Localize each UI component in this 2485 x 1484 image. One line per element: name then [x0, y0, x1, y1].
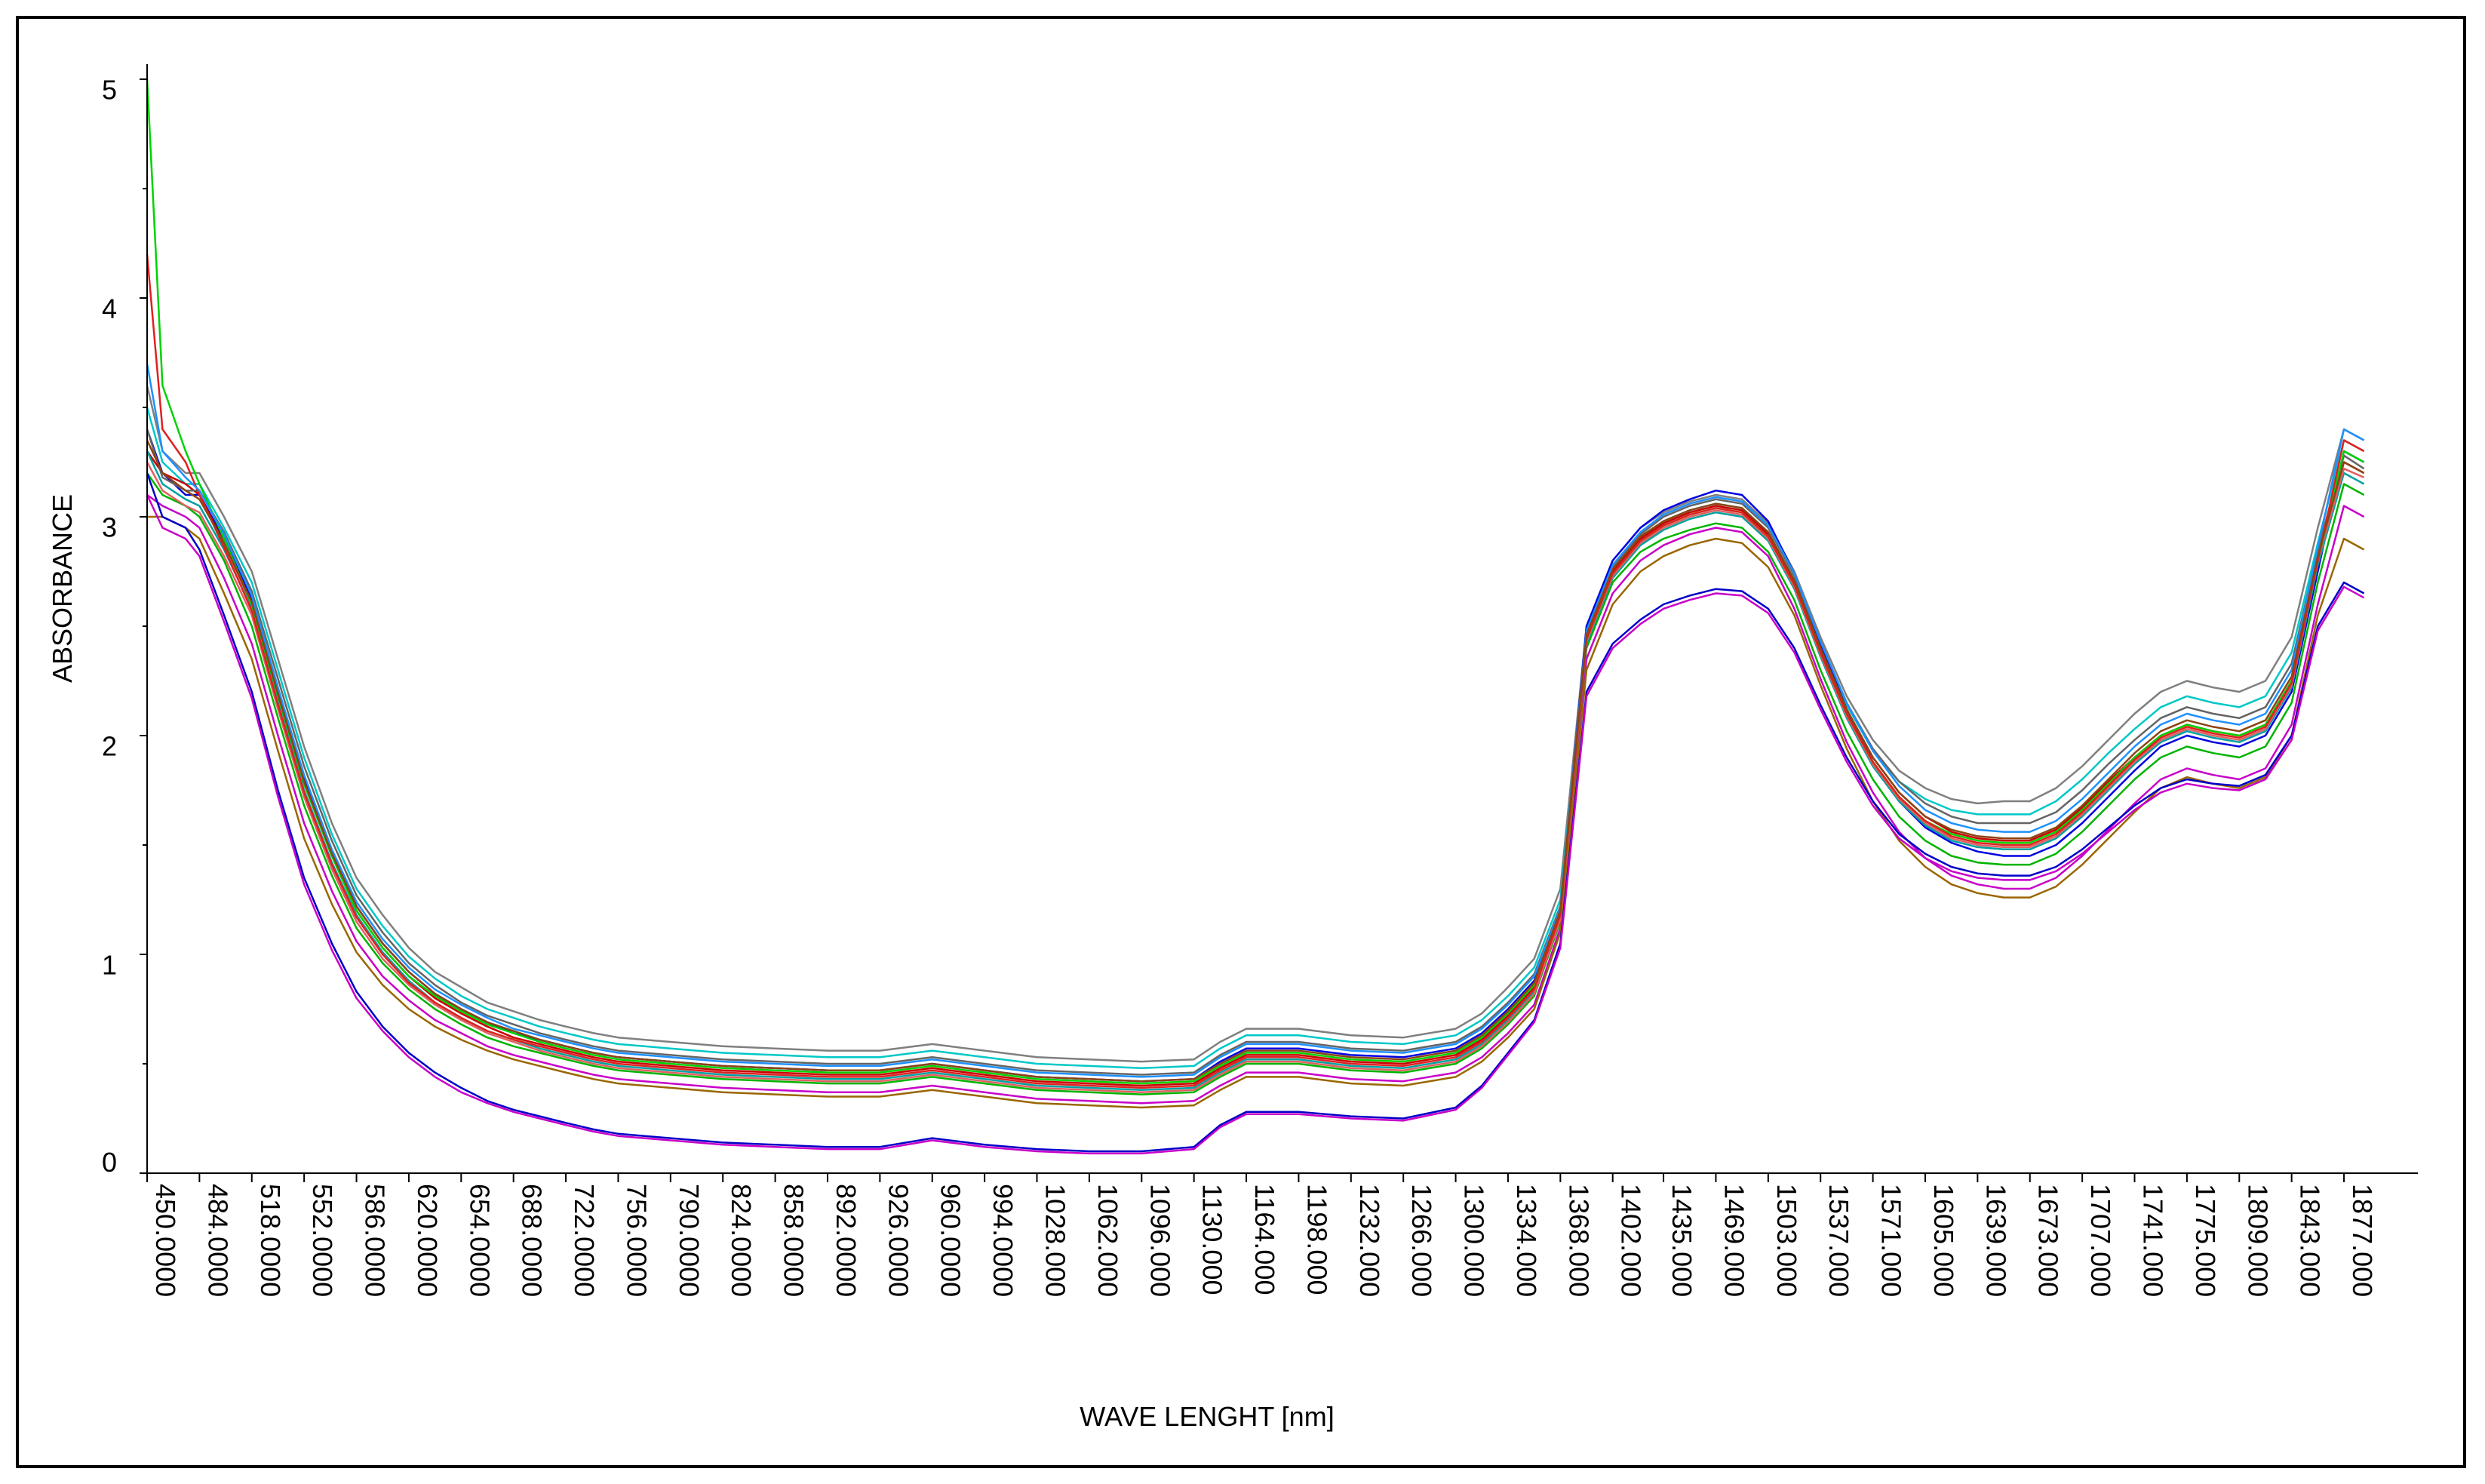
x-tick-label: 1673.000 [2033, 1184, 2064, 1297]
x-tick-label: 518.0000 [255, 1184, 286, 1297]
x-tick-label: 1503.000 [1771, 1184, 1802, 1297]
y-ticks: 0 1 2 3 4 5 [102, 74, 147, 1178]
x-tick-label: 688.0000 [517, 1184, 548, 1297]
x-tick-label: 1469.000 [1719, 1184, 1749, 1297]
y-tick-label: 5 [102, 74, 117, 105]
series-lines [146, 78, 2365, 1155]
x-tick-label: 1402.000 [1616, 1184, 1647, 1297]
x-tick-label: 1571.000 [1876, 1184, 1907, 1297]
chart-frame: 0 1 2 3 4 5 450.0000 484.0000 518.0000 552.0000 5… [16, 16, 2466, 1468]
series-line [146, 407, 2365, 1070]
x-tick-label: 1707.000 [2085, 1184, 2116, 1297]
series-line [146, 439, 2365, 1083]
x-tick-label: 1605.000 [1928, 1184, 1959, 1297]
series-line [146, 363, 2365, 1078]
series-line [146, 493, 2365, 1105]
x-tick-label: 1164.000 [1249, 1184, 1280, 1295]
x-tick-label: 620.0000 [412, 1184, 443, 1297]
y-tick-label: 2 [102, 730, 117, 761]
x-tick-label: 450.0000 [150, 1184, 181, 1297]
x-tick-label: 1028.000 [1040, 1184, 1071, 1297]
y-tick-label: 1 [102, 949, 117, 980]
series-line [146, 472, 2365, 1153]
series-line [146, 429, 2365, 1076]
x-tick-label: 960.0000 [935, 1184, 966, 1297]
x-tick-label: 1198.000 [1301, 1184, 1332, 1295]
x-tick-label: 994.0000 [988, 1184, 1018, 1297]
x-axis-title: WAVE LENGHT [nm] [1080, 1401, 1334, 1432]
x-tick-label: 1368.000 [1563, 1184, 1594, 1297]
series-line [146, 78, 2365, 1085]
axes [146, 64, 2418, 1174]
x-tick-label: 1843.000 [2295, 1184, 2326, 1297]
x-tick-label: 892.0000 [831, 1184, 862, 1297]
x-tick-label: 1266.000 [1406, 1184, 1437, 1297]
series-line [146, 494, 2365, 1155]
x-tick-label: 1639.000 [1980, 1184, 2011, 1297]
x-tick-label: 1537.000 [1823, 1184, 1854, 1297]
x-tick-label: 1741.000 [2138, 1184, 2169, 1297]
y-tick-label: 0 [102, 1147, 117, 1178]
x-tick-label: 1062.000 [1092, 1184, 1123, 1297]
series-line [146, 253, 2365, 1089]
x-tick-label: 1130.000 [1197, 1184, 1228, 1295]
x-tick-label: 1334.000 [1511, 1184, 1542, 1297]
x-tick-label: 484.0000 [202, 1184, 233, 1297]
series-line [146, 450, 2365, 1092]
absorbance-line-chart: 0 1 2 3 4 5 450.0000 484.0000 518.0000 552.0000 5… [47, 64, 2418, 1432]
y-tick-label: 3 [102, 512, 117, 542]
y-tick-label: 4 [102, 293, 117, 324]
x-tick-label: 790.0000 [674, 1184, 705, 1297]
series-line [146, 472, 2365, 1095]
x-tick-label: 1096.000 [1144, 1184, 1175, 1297]
x-tick-label: 552.0000 [307, 1184, 338, 1297]
x-tick-label: 858.0000 [779, 1184, 809, 1297]
y-axis-title: ABSORBANCE [47, 494, 78, 683]
x-tick-label: 1435.000 [1666, 1184, 1697, 1297]
x-ticks: 450.0000 484.0000 518.0000 552.0000 586.0000… [146, 1173, 2378, 1297]
series-line [146, 461, 2365, 1093]
series-line [146, 450, 2365, 1087]
x-tick-label: 1775.000 [2190, 1184, 2221, 1297]
series-line [146, 429, 2365, 1083]
x-tick-label: 1809.000 [2242, 1184, 2273, 1297]
x-tick-label: 1877.000 [2347, 1184, 2378, 1297]
x-tick-label: 926.0000 [883, 1184, 914, 1297]
x-tick-label: 722.0000 [569, 1184, 600, 1297]
x-tick-label: 654.0000 [464, 1184, 495, 1297]
series-line [147, 515, 2365, 1109]
x-tick-label: 1232.000 [1354, 1184, 1385, 1297]
x-tick-label: 824.0000 [726, 1184, 757, 1297]
x-tick-label: 1300.000 [1459, 1184, 1490, 1297]
x-tick-label: 586.0000 [360, 1184, 391, 1297]
series-line [146, 385, 2365, 1063]
x-tick-label: 756.0000 [621, 1184, 652, 1297]
